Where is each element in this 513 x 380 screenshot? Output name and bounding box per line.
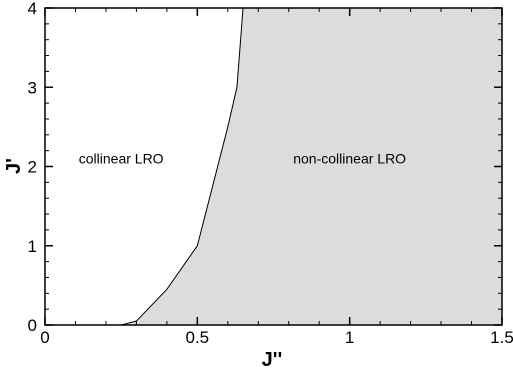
y-tick-label: 0 bbox=[28, 316, 37, 335]
y-tick-label: 4 bbox=[28, 0, 37, 18]
y-tick-label: 2 bbox=[28, 158, 37, 177]
x-axis-title: J'' bbox=[262, 349, 283, 371]
x-tick-label: 1 bbox=[345, 328, 354, 347]
y-tick-label: 3 bbox=[28, 78, 37, 97]
region-labels: collinear LRO non-collinear LRO bbox=[79, 151, 406, 167]
non-collinear-region-label: non-collinear LRO bbox=[293, 151, 406, 167]
y-tick-label: 1 bbox=[28, 237, 37, 256]
y-axis-title: J' bbox=[3, 158, 25, 174]
axis-ticks: 0 0.5 1 1.5 0 1 2 3 4 bbox=[28, 0, 513, 347]
x-tick-label: 0.5 bbox=[186, 328, 210, 347]
non-collinear-region bbox=[121, 8, 503, 325]
x-tick-label: 0 bbox=[40, 328, 49, 347]
collinear-region-label: collinear LRO bbox=[79, 151, 164, 167]
x-tick-label: 1.5 bbox=[490, 328, 513, 347]
